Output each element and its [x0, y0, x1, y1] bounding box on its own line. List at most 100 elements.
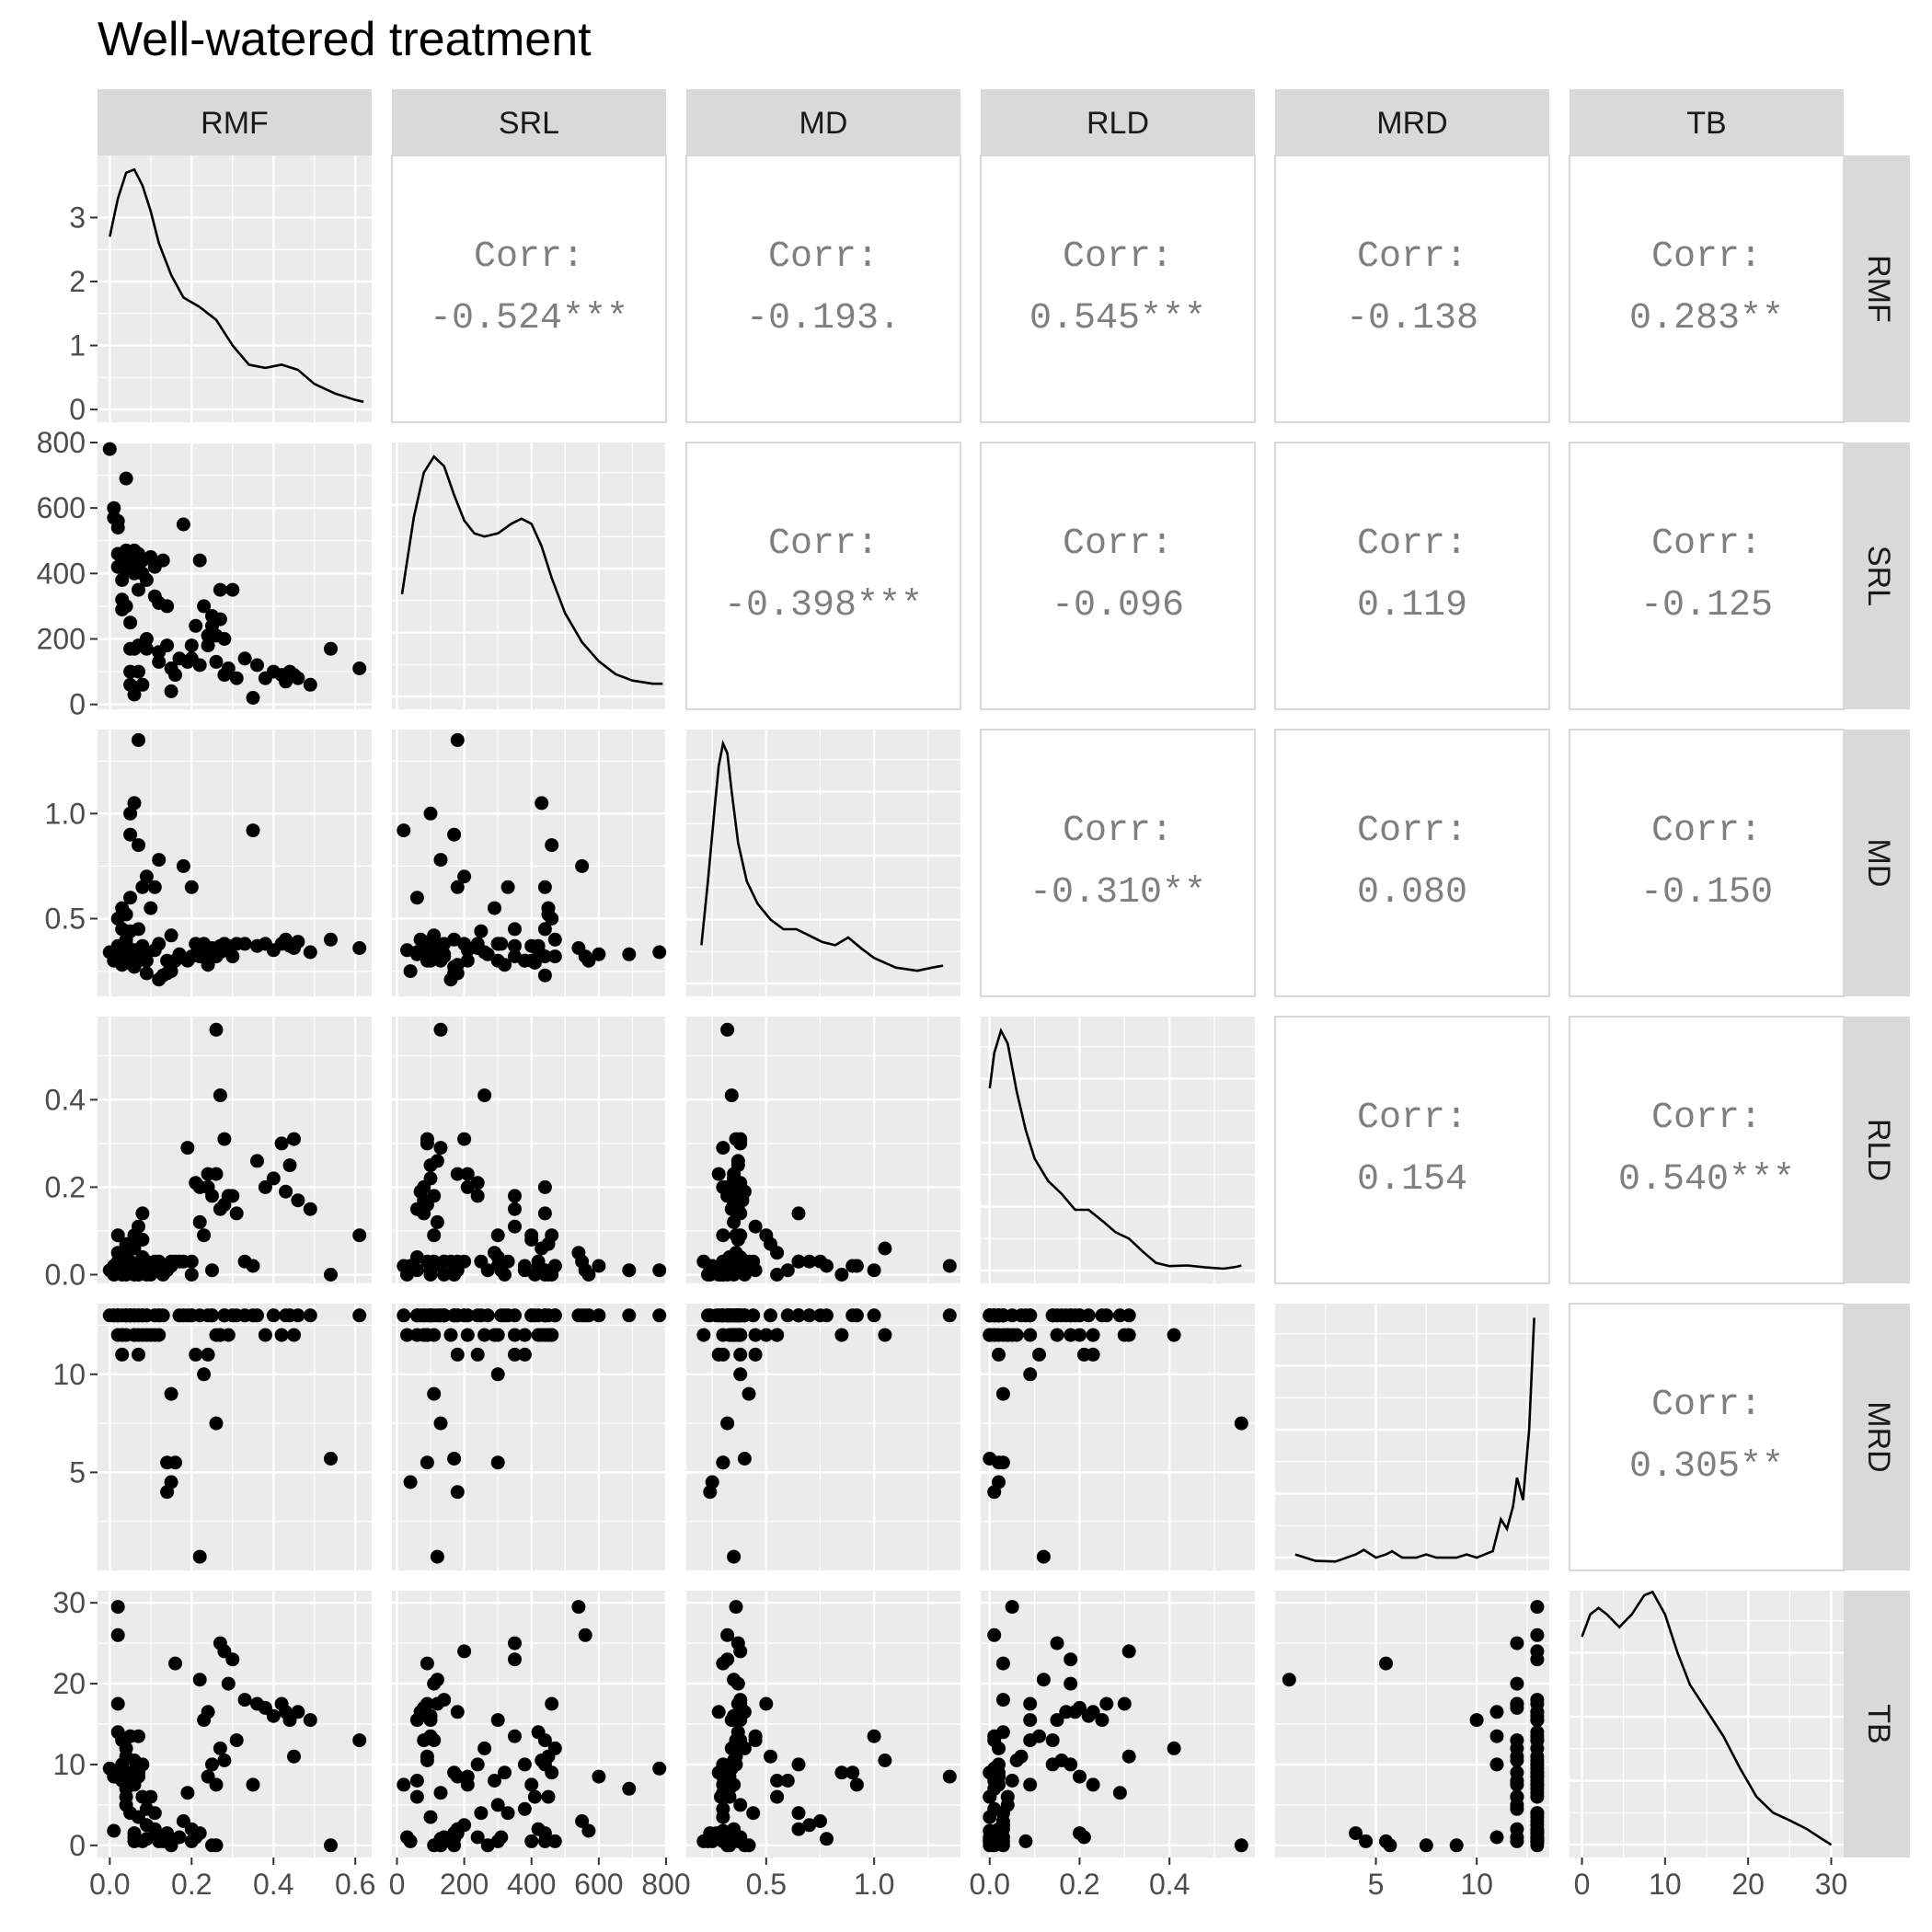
panel-srl-md — [685, 442, 961, 710]
data-point — [427, 1676, 442, 1691]
data-point — [266, 1171, 281, 1186]
data-point — [517, 1757, 532, 1772]
x-tick-label: 800 — [641, 1868, 690, 1901]
data-point — [490, 937, 505, 951]
data-point — [764, 1236, 777, 1251]
data-point — [164, 1386, 178, 1401]
strip-col-rmf — [98, 89, 372, 155]
data-point — [403, 964, 418, 979]
data-point — [246, 1777, 260, 1792]
strip-row-srl — [1844, 443, 1910, 709]
data-point — [1086, 1328, 1100, 1342]
data-point — [1510, 1801, 1524, 1816]
data-point — [575, 1254, 590, 1269]
data-point — [730, 1158, 745, 1173]
data-point — [460, 1179, 475, 1194]
density-curve-rld — [988, 1027, 1242, 1271]
data-point — [867, 1729, 881, 1743]
x-tick-label: 400 — [507, 1868, 556, 1901]
data-point — [820, 1832, 834, 1846]
data-point — [352, 941, 367, 955]
data-point — [123, 806, 138, 821]
data-point — [477, 1088, 492, 1103]
data-point — [450, 1254, 465, 1269]
data-point — [420, 1749, 434, 1764]
strip-row-label: MRD — [1861, 1401, 1896, 1472]
data-point — [1121, 1308, 1136, 1323]
data-point — [213, 612, 227, 627]
data-point — [802, 1308, 817, 1323]
y-tick-label: 1 — [69, 329, 86, 362]
data-point — [147, 880, 162, 894]
panel-rld-mrd — [1274, 1016, 1550, 1284]
data-point — [1050, 1713, 1064, 1728]
panel-rmf-rld — [980, 155, 1256, 423]
data-point — [303, 677, 317, 692]
data-point — [139, 572, 154, 587]
y-tick-label: 1.0 — [45, 797, 86, 830]
y-tick-label: 20 — [52, 1667, 86, 1700]
data-point — [490, 1713, 505, 1728]
corr-value: -0.096 — [1052, 585, 1184, 627]
data-point — [324, 1838, 338, 1853]
x-tick-label: 30 — [1815, 1868, 1848, 1901]
data-point — [724, 1088, 739, 1103]
data-point — [303, 1308, 317, 1323]
data-point — [192, 1826, 207, 1841]
data-point — [1489, 1830, 1504, 1845]
panel-mrd-srl — [392, 1304, 666, 1570]
data-point — [155, 1308, 170, 1323]
data-point — [813, 1308, 827, 1323]
data-point — [1234, 1838, 1248, 1853]
data-point — [437, 1268, 452, 1282]
data-point — [291, 935, 305, 949]
data-point — [995, 1455, 1010, 1470]
data-point — [139, 869, 154, 884]
data-point — [197, 599, 212, 614]
data-point — [770, 1328, 785, 1342]
data-point — [696, 1328, 711, 1342]
strip-col-label: SRL — [499, 106, 559, 141]
data-point — [192, 553, 207, 568]
density-curve-mrd — [1294, 1317, 1535, 1563]
data-point — [508, 1308, 522, 1323]
data-point — [995, 1822, 1010, 1836]
data-point — [176, 858, 190, 873]
data-point — [729, 1600, 743, 1615]
y-tick-label: 0.2 — [45, 1170, 86, 1203]
data-point — [457, 1644, 472, 1659]
corr-label: Corr: — [768, 236, 879, 278]
data-point — [1036, 1673, 1051, 1687]
data-point — [457, 1308, 472, 1323]
x-axis: 0.0 0.2 0.4 0.6 0 200 400 600 800 0.5 1.0 0.0 0.2 0.4… — [89, 1857, 1847, 1901]
data-point — [508, 938, 522, 953]
corr-value: -0.524*** — [430, 298, 628, 339]
y-axis: 012302004006008000.51.00.00.20.451001020… — [37, 201, 98, 1862]
data-point — [152, 1328, 167, 1342]
data-point — [229, 1206, 244, 1221]
data-point — [397, 1777, 411, 1792]
data-point — [135, 1757, 150, 1772]
data-point — [867, 1263, 881, 1278]
panel-mrd-rmf — [98, 1304, 372, 1570]
data-point — [508, 1328, 522, 1342]
data-point — [205, 1308, 219, 1323]
data-point — [737, 1838, 752, 1853]
data-point — [878, 1241, 892, 1256]
data-point — [1005, 1774, 1019, 1788]
y-tick-label: 3 — [69, 201, 86, 234]
data-point — [592, 1769, 606, 1784]
corr-label: Corr: — [1651, 1385, 1762, 1426]
y-tick-label: 0.4 — [45, 1083, 86, 1116]
data-point — [274, 1136, 289, 1151]
data-point — [132, 664, 145, 679]
x-tick-label: 0.5 — [746, 1868, 787, 1901]
data-point — [144, 901, 158, 915]
data-point — [135, 880, 150, 894]
data-point — [527, 1789, 542, 1804]
data-point — [225, 949, 240, 964]
data-point — [460, 1777, 475, 1792]
corr-label: Corr: — [1063, 523, 1173, 565]
data-point — [727, 1549, 742, 1564]
data-point — [1086, 1777, 1100, 1792]
